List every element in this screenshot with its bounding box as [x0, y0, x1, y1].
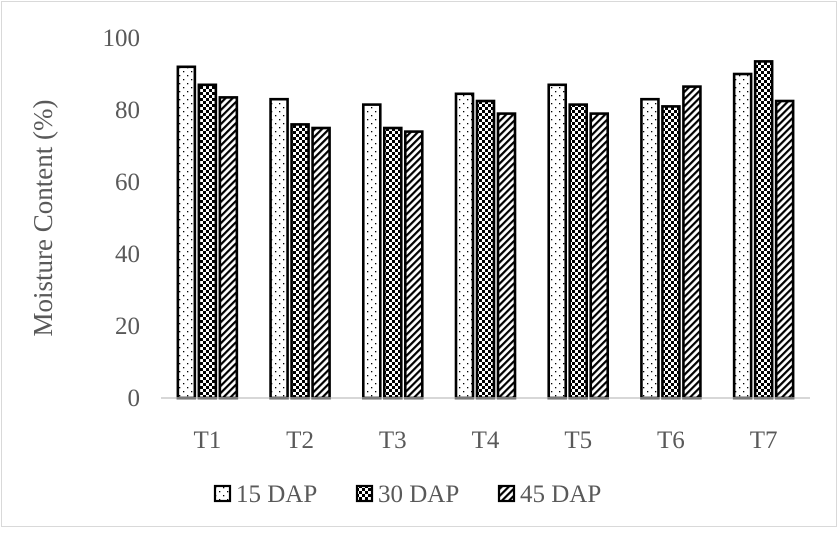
bar-30-dap-t4	[475, 99, 496, 400]
legend-swatch	[213, 484, 232, 503]
legend-label: 15 DAP	[236, 481, 317, 508]
y-tick-label: 60	[115, 169, 140, 196]
bar-45-dap-t4	[496, 112, 517, 400]
bar-15-dap-t2	[269, 97, 289, 400]
legend-label: 45 DAP	[520, 481, 601, 508]
y-axis-label: Moisture Content (%)	[28, 100, 58, 337]
bar-15-dap-t1	[176, 65, 197, 400]
x-tick-label: T1	[193, 427, 221, 454]
bar-30-dap-t5	[568, 103, 589, 400]
bar-45-dap-t2	[311, 126, 331, 400]
bar-30-dap-t2	[290, 123, 310, 400]
x-tick-label: T7	[750, 427, 778, 454]
legend: 15 DAP 30 DAP 45 DAP	[213, 481, 601, 508]
bar-15-dap-t7	[732, 72, 753, 400]
x-tick-label: T3	[379, 427, 407, 454]
x-tick-label: T2	[286, 427, 314, 454]
y-tick-label: 40	[115, 241, 140, 268]
bar-45-dap-t3	[403, 130, 424, 400]
bar-30-dap-t6	[661, 105, 681, 400]
bar-45-dap-t7	[774, 99, 795, 400]
bar-15-dap-t5	[547, 83, 568, 400]
y-axis-ticks: 0 20 40 60 80 100	[103, 25, 141, 412]
y-tick-label: 100	[103, 25, 141, 52]
legend-label: 30 DAP	[378, 481, 459, 508]
x-tick-label: T6	[657, 427, 685, 454]
legend-swatch	[355, 484, 374, 503]
x-tick-label: T4	[472, 427, 500, 454]
bar-15-dap-t6	[640, 97, 660, 400]
bar-30-dap-t7	[753, 60, 774, 400]
bar-45-dap-t6	[682, 85, 702, 400]
x-axis-ticks: T1 T2 T3 T4 T5 T6 T7	[193, 427, 777, 454]
bar-15-dap-t4	[454, 92, 475, 400]
x-tick-label: T5	[564, 427, 592, 454]
y-tick-label: 80	[115, 97, 140, 124]
bar-15-dap-t3	[361, 103, 382, 400]
bar-30-dap-t1	[197, 83, 218, 400]
bar-45-dap-t5	[589, 112, 610, 400]
y-tick-label: 20	[115, 313, 140, 340]
bar-45-dap-t1	[218, 96, 239, 400]
bar-series	[176, 60, 795, 400]
y-tick-label: 0	[128, 385, 141, 412]
bar-30-dap-t3	[382, 126, 403, 400]
legend-swatch	[497, 484, 516, 503]
